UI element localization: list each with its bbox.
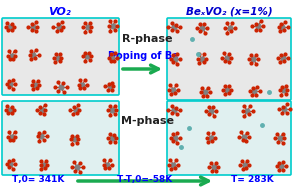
Text: T⁣-T⁣,0=-58K: T⁣-T⁣,0=-58K bbox=[117, 175, 173, 184]
FancyBboxPatch shape bbox=[2, 18, 119, 95]
Text: T⁣,0= 341K: T⁣,0= 341K bbox=[12, 175, 64, 184]
FancyBboxPatch shape bbox=[167, 18, 291, 100]
Text: M-phase: M-phase bbox=[121, 116, 173, 126]
Text: Doping of Be: Doping of Be bbox=[108, 51, 178, 61]
FancyBboxPatch shape bbox=[2, 101, 119, 175]
Text: VO₂: VO₂ bbox=[49, 7, 71, 17]
FancyBboxPatch shape bbox=[167, 101, 291, 175]
Text: BeₓVO₂ (x=1%): BeₓVO₂ (x=1%) bbox=[186, 7, 272, 17]
Text: T⁣= 283K: T⁣= 283K bbox=[230, 175, 273, 184]
Text: R-phase: R-phase bbox=[122, 34, 172, 44]
